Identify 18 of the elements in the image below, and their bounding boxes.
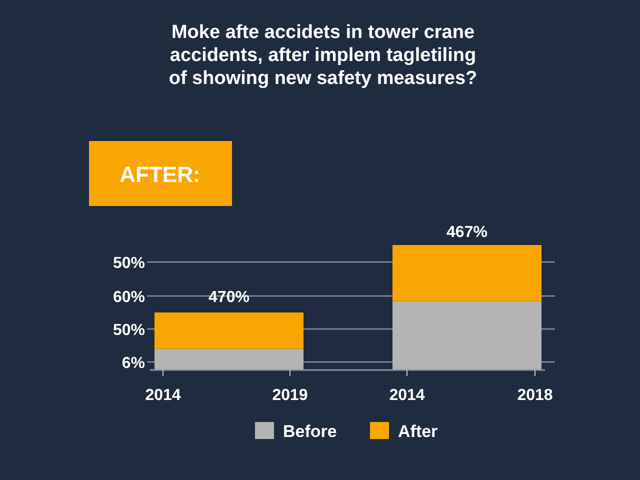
bar — [392, 245, 542, 302]
legend-label: Before — [283, 422, 337, 441]
text: 50% — [112, 322, 145, 339]
text: 467% — [446, 224, 488, 241]
text: 60% — [112, 289, 145, 306]
text: 50% — [112, 255, 145, 272]
text: 2019 — [272, 387, 308, 404]
text: 2014 — [389, 387, 425, 404]
bar — [392, 301, 542, 370]
bar — [154, 312, 304, 349]
text: 2014 — [145, 387, 181, 404]
chart-title: Moke afte accidets in tower crane accidents, after implem tagletiling of showing new safety measures? — [168, 22, 478, 89]
annotation: 470% — [208, 289, 250, 306]
bar — [154, 348, 304, 370]
text: 2018 — [517, 387, 553, 404]
text: 6% — [122, 355, 145, 372]
text: AFTER: — [120, 162, 200, 187]
legend-label: After — [398, 422, 438, 441]
